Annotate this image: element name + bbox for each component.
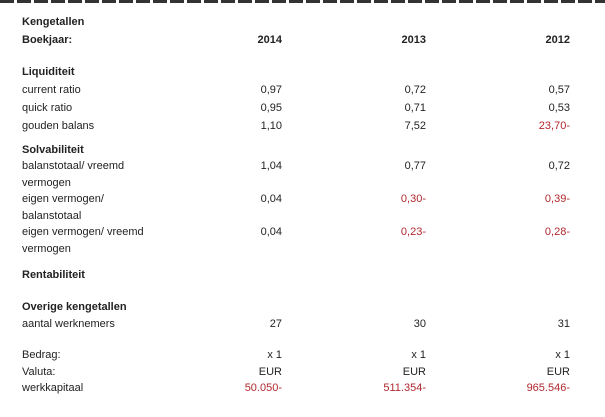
row-value-2014: 0,95 xyxy=(260,102,282,114)
row-value-2014: 0,04 xyxy=(260,193,282,205)
section-heading: Rentabiliteit xyxy=(22,267,582,284)
row-label: quick ratio xyxy=(22,102,73,114)
row-value-2012: 0,39- xyxy=(544,193,570,205)
solvabiliteit-heading: Solvabiliteit xyxy=(22,144,84,156)
row-value-2012: 0,57 xyxy=(548,84,570,96)
table-row: current ratio 0,97 0,72 0,57 xyxy=(22,82,582,99)
table-row: quick ratio 0,95 0,71 0,53 xyxy=(22,100,582,117)
year-2012: 2012 xyxy=(545,34,570,46)
table-row: werkkapitaal 50.050- 511.354- 965.546- xyxy=(22,380,582,397)
year-2014: 2014 xyxy=(257,34,282,46)
row-value-2012: 23,70- xyxy=(538,120,570,132)
row-label: Valuta: xyxy=(22,366,56,378)
row-value-2012: 0,53 xyxy=(548,102,570,114)
row-value-2013: 7,52 xyxy=(404,120,426,132)
row-value-2014: 27 xyxy=(269,318,282,330)
row-value-2013: 511.354- xyxy=(383,382,426,394)
row-value-2014: 0,04 xyxy=(260,226,282,238)
row-value-2012: 0,28- xyxy=(544,226,570,238)
dashed-divider xyxy=(0,0,605,3)
row-label: Bedrag: xyxy=(22,349,61,361)
row-value-2014: x 1 xyxy=(267,349,282,361)
row-value-2012: 0,72 xyxy=(548,160,570,172)
year-2013: 2013 xyxy=(401,34,426,46)
report-title-row: Kengetallen xyxy=(22,14,582,31)
row-value-2013: 30 xyxy=(413,318,426,330)
row-value-2014: EUR xyxy=(258,366,282,378)
row-value-2012: 31 xyxy=(557,318,570,330)
row-value-2013: x 1 xyxy=(411,349,426,361)
row-value-2014: 1,04 xyxy=(260,160,282,172)
row-label: eigen vermogen/ balanstotaal xyxy=(22,193,104,222)
row-value-2012: 965.546- xyxy=(526,382,570,394)
row-value-2013: 0,77 xyxy=(404,160,426,172)
row-value-2014: 0,97 xyxy=(260,84,282,96)
table-row: balanstotaal/ vreemd vermogen 1,04 0,77 0,7… xyxy=(22,158,582,189)
rentabiliteit-heading: Rentabiliteit xyxy=(22,269,85,281)
boekjaar-label: Boekjaar: xyxy=(22,34,73,46)
row-value-2014: 50.050- xyxy=(244,382,282,394)
row-value-2014: 1,10 xyxy=(260,120,282,132)
row-label: current ratio xyxy=(22,84,81,96)
table-row: Valuta: EUR EUR EUR xyxy=(22,364,582,381)
row-value-2013: 0,72 xyxy=(404,84,426,96)
row-label: eigen vermogen/ vreemd vermogen xyxy=(22,226,144,255)
row-value-2013: 0,23- xyxy=(400,226,426,238)
section-heading: Solvabiliteit xyxy=(22,142,582,159)
section-heading: Liquiditeit xyxy=(22,64,582,81)
overige-heading: Overige kengetallen xyxy=(22,301,127,313)
table-row: eigen vermogen/ balanstotaal 0,04 0,30- 0,3… xyxy=(22,191,582,222)
table-row: Bedrag: x 1 x 1 x 1 xyxy=(22,347,582,364)
row-label: gouden balans xyxy=(22,120,95,132)
row-value-2013: 0,71 xyxy=(404,102,426,114)
row-value-2013: 0,30- xyxy=(400,193,426,205)
row-label: werkkapitaal xyxy=(22,382,84,394)
section-heading: Overige kengetallen xyxy=(22,299,582,316)
row-value-2013: EUR xyxy=(402,366,426,378)
table-row: aantal werknemers 27 30 31 xyxy=(22,316,582,333)
table-row: eigen vermogen/ vreemd vermogen 0,04 0,23-… xyxy=(22,224,582,255)
report-title: Kengetallen xyxy=(22,16,85,28)
table-row: gouden balans 1,10 7,52 23,70- xyxy=(22,118,582,135)
liquiditeit-heading: Liquiditeit xyxy=(22,66,75,78)
row-value-2012: EUR xyxy=(546,366,570,378)
year-header-row: Boekjaar: 2014 2013 2012 xyxy=(22,32,582,49)
row-label: aantal werknemers xyxy=(22,318,115,330)
row-value-2012: x 1 xyxy=(555,349,570,361)
row-label: balanstotaal/ vreemd vermogen xyxy=(22,160,125,189)
